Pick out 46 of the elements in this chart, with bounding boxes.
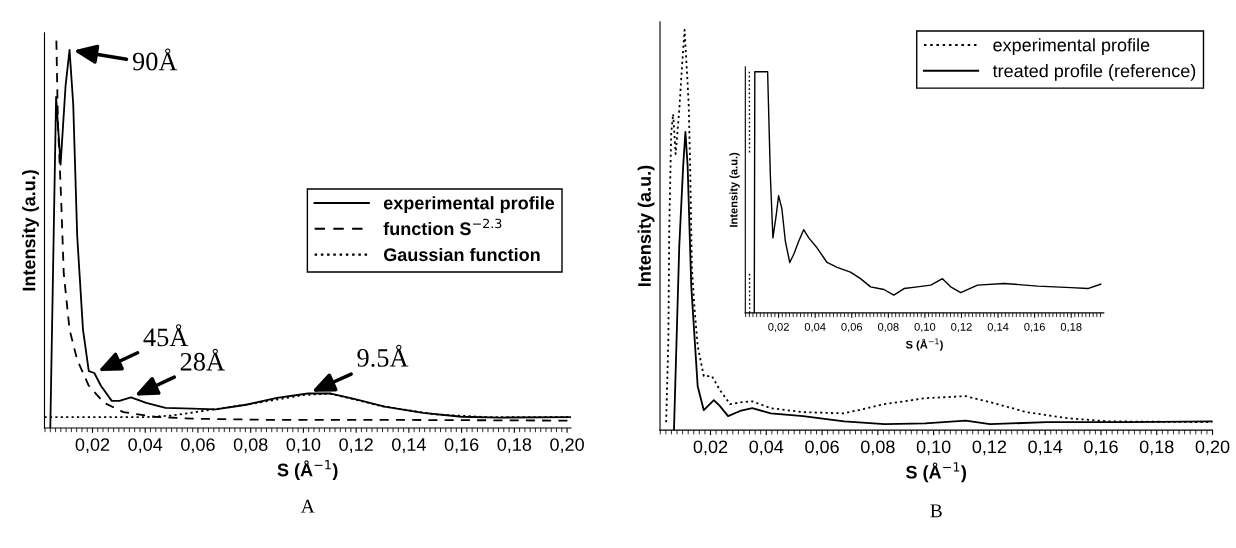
x-tick-label: 0,20 [1195,440,1230,456]
x-tick-label: 0,06 [181,438,215,454]
y-axis-title: Intensity (a.u.) [729,152,740,227]
x-tick-label: 0,04 [128,438,163,454]
x-axis-title: S (Å$^{−1}$) [906,462,967,483]
x-axis-title: S (Å$^{−1}$) [277,460,338,480]
x-tick-label: 0,06 [841,322,863,333]
legend-label: Gaussian function [383,247,540,262]
x-tick-label: 0,16 [1084,440,1118,456]
x-tick-label: 0,06 [805,440,839,456]
y-axis-title: Intensity (a.u.) [637,165,655,287]
legend-label: function S$^{−2.3}$ [383,218,502,236]
x-tick-label: 0,18 [1139,440,1174,456]
x-tick-label: 0,18 [497,438,532,454]
annotation: 9.5Å [357,344,409,367]
x-tick-label: 0,12 [339,438,373,454]
x-tick-label: 0,14 [392,438,426,454]
text: B [930,504,942,518]
annotation: 45Å [143,324,189,347]
x-axis-title: S (Å$^{−1}$) [905,338,943,351]
x-tick-label: 0,04 [804,322,826,333]
x-tick-label: 0,10 [286,438,321,454]
x-tick-label: 0,08 [860,440,895,456]
legend-label: treated profile (reference) [992,64,1196,81]
text: A [300,499,315,513]
annotation: 90Å [132,48,178,71]
x-tick-label: 0,18 [1060,322,1082,333]
x-tick-label: 0,16 [444,438,479,454]
x-tick-label: 0,10 [914,322,936,333]
x-tick-label: 0,08 [233,438,268,454]
x-tick-label: 0,04 [749,440,784,456]
x-tick-label: 0,20 [550,438,584,454]
legend-label: experimental profile [383,196,555,213]
x-tick-label: 0,12 [972,440,1007,456]
x-tick-label: 0,02 [768,322,789,333]
legend-label: experimental profile [993,38,1150,55]
x-tick-label: 0,14 [1028,440,1063,456]
x-tick-label: 0,10 [916,440,951,456]
x-tick-label: 0,02 [693,440,728,456]
x-tick-label: 0,12 [951,322,972,333]
y-axis-title: Intensity (a.u.) [22,170,39,291]
x-tick-label: 0,08 [877,322,899,333]
annotation: 28Å [180,348,225,371]
x-tick-label: 0,02 [75,438,110,454]
x-tick-label: 0,16 [1024,322,1045,333]
x-tick-label: 0,14 [987,322,1009,333]
